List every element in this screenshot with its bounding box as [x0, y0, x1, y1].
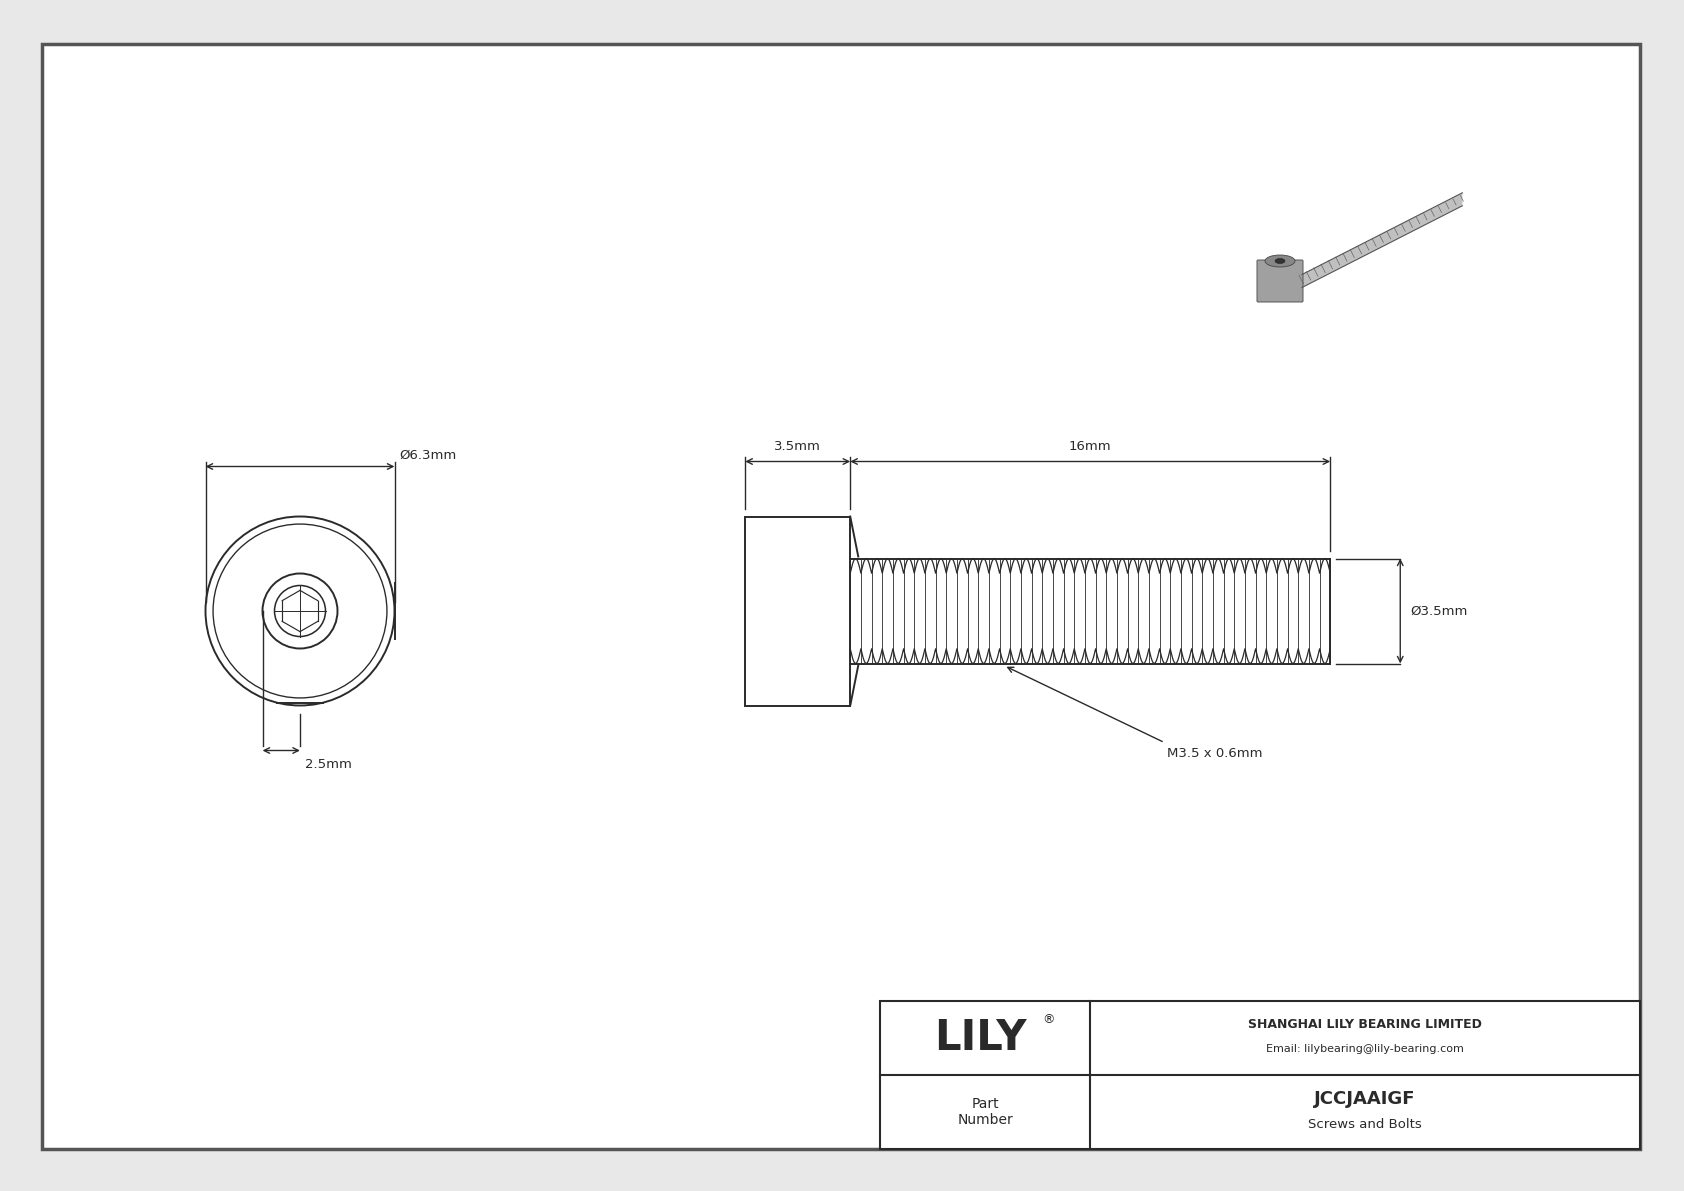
Ellipse shape	[1275, 258, 1285, 263]
Bar	[881, 1000, 1640, 1149]
Circle shape	[205, 517, 394, 705]
Text: JCCJAAIGF: JCCJAAIGF	[1314, 1090, 1416, 1108]
Text: 3.5mm: 3.5mm	[775, 439, 822, 453]
FancyBboxPatch shape	[1256, 260, 1303, 303]
Text: Part
Number: Part Number	[957, 1097, 1012, 1127]
Ellipse shape	[1265, 255, 1295, 267]
Text: ®: ®	[1042, 1014, 1054, 1027]
Polygon shape	[1302, 193, 1462, 287]
Bar	[746, 517, 850, 705]
Text: 2.5mm: 2.5mm	[305, 759, 352, 772]
Text: LILY: LILY	[933, 1017, 1026, 1059]
Circle shape	[274, 586, 325, 636]
Text: SHANGHAI LILY BEARING LIMITED: SHANGHAI LILY BEARING LIMITED	[1248, 1018, 1482, 1031]
Text: Ø3.5mm: Ø3.5mm	[1410, 605, 1468, 617]
Text: Email: lilybearing@lily-bearing.com: Email: lilybearing@lily-bearing.com	[1266, 1045, 1463, 1054]
Text: 16mm: 16mm	[1069, 439, 1111, 453]
Circle shape	[214, 524, 387, 698]
Text: Ø6.3mm: Ø6.3mm	[399, 449, 456, 461]
Circle shape	[263, 574, 337, 649]
Text: M3.5 x 0.6mm: M3.5 x 0.6mm	[1167, 747, 1263, 760]
Text: Screws and Bolts: Screws and Bolts	[1308, 1118, 1421, 1131]
